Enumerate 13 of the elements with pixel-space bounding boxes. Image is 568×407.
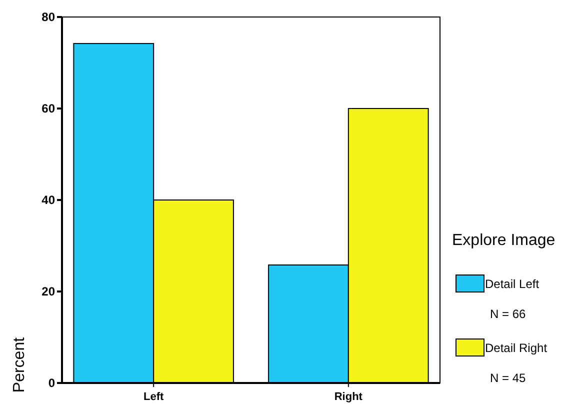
- legend-title: Explore Image: [452, 232, 556, 249]
- y-tick-label: 40: [42, 193, 56, 208]
- text: N = 66: [490, 307, 526, 321]
- x-tick-label: Left: [143, 391, 164, 403]
- text: N = 45: [490, 371, 526, 385]
- y-tick-label: 60: [42, 102, 56, 116]
- x-tick-label: Right: [334, 391, 363, 403]
- y-tick-label: 0: [48, 376, 56, 390]
- legend-label: Detail Left: [485, 277, 540, 291]
- y-tick-label: 80: [42, 10, 56, 24]
- legend-label: Detail Right: [485, 341, 548, 355]
- y-axis-title: Percent: [11, 336, 28, 393]
- y-tick-label: 20: [42, 284, 56, 299]
